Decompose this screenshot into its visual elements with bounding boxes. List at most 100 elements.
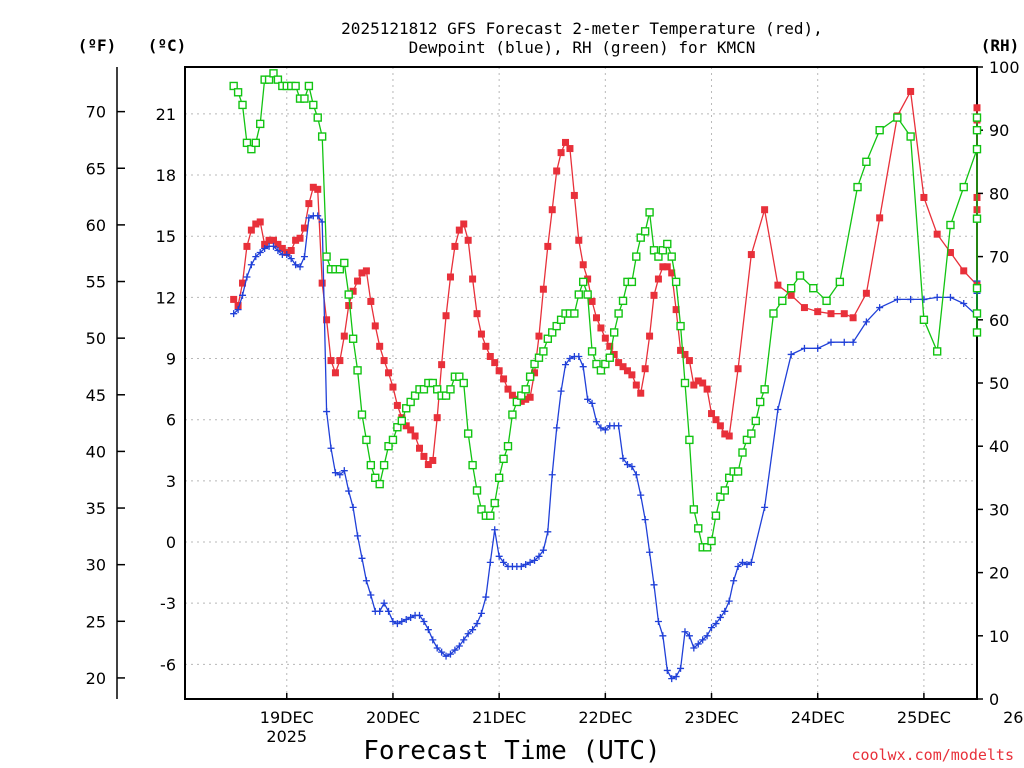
dewpoint-point bbox=[725, 597, 733, 605]
temperature-point bbox=[659, 263, 667, 271]
dewpoint-point bbox=[650, 581, 658, 589]
rh-point bbox=[517, 391, 526, 400]
rh-point bbox=[583, 290, 592, 299]
temperature-point bbox=[535, 332, 543, 340]
temperature-point bbox=[544, 242, 552, 250]
dewpoint-point bbox=[349, 503, 357, 511]
rh-point bbox=[264, 75, 274, 84]
dewpoint-point bbox=[663, 666, 671, 674]
temperature-point bbox=[681, 350, 689, 358]
temperature-point bbox=[455, 226, 463, 234]
x-tick-year-label: 2025 bbox=[266, 727, 307, 746]
rh-point bbox=[579, 277, 588, 287]
dewpoint-point bbox=[464, 630, 472, 638]
celsius-tick-label: 6 bbox=[166, 411, 176, 430]
dewpoint-point bbox=[690, 644, 698, 652]
temperature-point bbox=[469, 275, 477, 283]
temperature-point bbox=[376, 342, 384, 350]
dewpoint-point bbox=[477, 609, 485, 617]
rh-point bbox=[640, 227, 650, 236]
temperature-point bbox=[331, 369, 339, 377]
rh-point bbox=[694, 524, 703, 533]
dewpoint-point bbox=[849, 338, 857, 346]
rh-point bbox=[508, 410, 517, 419]
temperature-point bbox=[712, 416, 720, 424]
temperature-point bbox=[261, 240, 269, 248]
rh-point bbox=[335, 265, 345, 274]
dewpoint-point bbox=[446, 650, 454, 658]
temperature-point bbox=[411, 432, 419, 440]
dewpoint-point bbox=[597, 424, 605, 432]
rh-point bbox=[587, 347, 597, 356]
rh-point bbox=[592, 359, 601, 369]
dewpoint-point bbox=[743, 560, 751, 568]
temperature-point bbox=[385, 369, 393, 377]
rh-point bbox=[406, 397, 415, 407]
dewpoint-point bbox=[345, 487, 353, 495]
temperature-point bbox=[358, 269, 366, 277]
dewpoint-point bbox=[433, 644, 441, 652]
celsius-tick-label: -3 bbox=[160, 594, 176, 613]
dewpoint-point bbox=[672, 673, 680, 681]
temperature-point bbox=[672, 306, 680, 314]
rh-point bbox=[388, 435, 398, 445]
celsius-tick-label: 18 bbox=[156, 166, 176, 185]
dewpoint-point bbox=[469, 626, 477, 634]
rh-point bbox=[503, 442, 513, 451]
temperature-point bbox=[907, 87, 915, 95]
dewpoint-point bbox=[623, 461, 631, 469]
temperature-point bbox=[725, 432, 733, 440]
temperature-point bbox=[650, 291, 658, 299]
temperature-point bbox=[615, 359, 623, 367]
temperature-point bbox=[327, 357, 335, 365]
temperature-point bbox=[252, 220, 260, 228]
dewpoint-point bbox=[331, 469, 339, 477]
dewpoint-point bbox=[491, 526, 499, 534]
temperature-point bbox=[566, 145, 574, 153]
dewpoint-point bbox=[539, 546, 547, 554]
temperature-point bbox=[482, 342, 490, 350]
temperature-point bbox=[531, 369, 539, 377]
rh-point bbox=[238, 100, 247, 110]
temperature-point bbox=[265, 236, 273, 244]
dewpoint-point bbox=[473, 620, 481, 628]
rh-point bbox=[707, 536, 716, 546]
dewpoint-point bbox=[416, 611, 424, 619]
temperature-point bbox=[623, 367, 631, 375]
temperature-point bbox=[610, 350, 618, 358]
rh-point bbox=[340, 258, 349, 268]
temperature-point bbox=[345, 302, 353, 310]
dewpoint-point bbox=[424, 626, 432, 634]
x-tick-label: 20DEC bbox=[366, 708, 420, 727]
rh-point bbox=[344, 290, 353, 299]
rh-point bbox=[313, 113, 322, 122]
dewpoint-point bbox=[296, 263, 304, 271]
dewpoint-point bbox=[393, 620, 401, 628]
dewpoint-point bbox=[562, 361, 570, 369]
dewpoint-point bbox=[358, 554, 366, 562]
dewpoint-point bbox=[632, 471, 640, 479]
dewpoint-point bbox=[438, 648, 446, 656]
temperature-point bbox=[442, 312, 450, 320]
dewpoint-point bbox=[566, 355, 574, 363]
rh-point bbox=[229, 81, 238, 91]
rh-point bbox=[397, 416, 407, 426]
dewpoint-point bbox=[269, 242, 277, 250]
dewpoint-point bbox=[531, 556, 539, 564]
rh-point bbox=[658, 246, 668, 255]
x-tick-label: 22DEC bbox=[578, 708, 632, 727]
celsius-tick-label: 12 bbox=[156, 288, 176, 307]
rh-point bbox=[251, 138, 260, 148]
dewpoint-point bbox=[460, 636, 468, 644]
dewpoint-point bbox=[402, 615, 410, 623]
dewpoint-point bbox=[646, 548, 654, 556]
temperature-point bbox=[685, 357, 693, 365]
rh-point bbox=[534, 353, 544, 362]
rh-point bbox=[689, 505, 699, 514]
celsius-unit-label: (ºC) bbox=[148, 36, 187, 55]
temperature-point bbox=[362, 267, 370, 275]
dewpoint-point bbox=[592, 418, 600, 426]
chart-title-line-1: 2025121812 GFS Forecast 2-meter Temperat… bbox=[341, 19, 823, 38]
dewpoint-point bbox=[862, 318, 870, 326]
